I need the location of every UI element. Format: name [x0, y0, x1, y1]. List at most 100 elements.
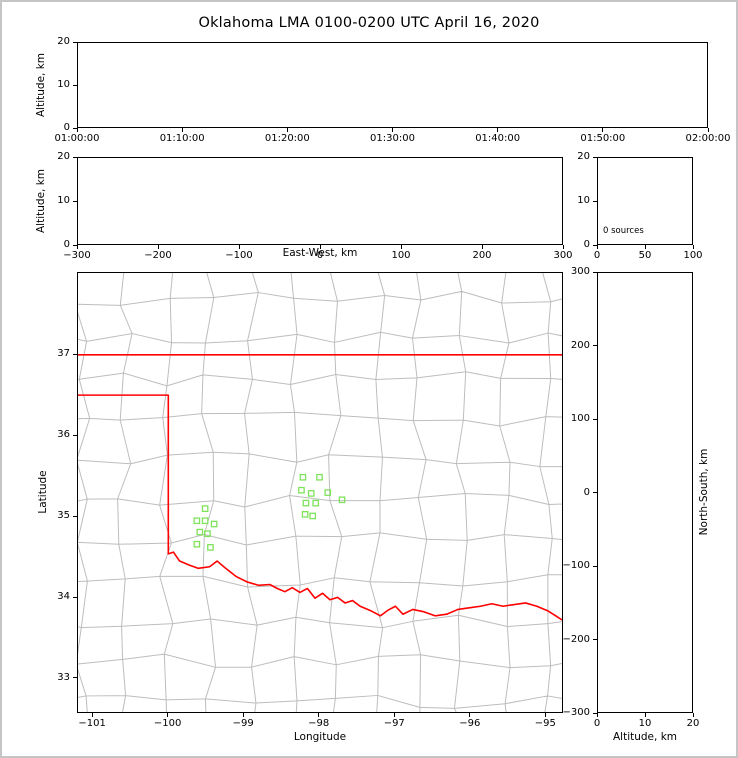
y-tick — [593, 492, 597, 493]
ns-panel-x-axis-label: Altitude, km — [597, 731, 693, 743]
y-tick — [73, 41, 77, 43]
lma-station-marker — [301, 511, 309, 518]
y-tick — [73, 200, 77, 202]
panel-ns-altitude — [597, 272, 693, 713]
panel-plan-view-map — [77, 272, 563, 713]
x-tick — [644, 713, 646, 717]
x-tick-label: −95 — [534, 718, 556, 729]
ew-axis-label: East-West, km — [77, 247, 563, 259]
y-tick-label: 0 — [583, 486, 590, 498]
x-tick-label: 01:50:00 — [580, 133, 626, 144]
x-tick-label: −200 — [144, 250, 172, 261]
y-tick-label: 36 — [57, 429, 70, 441]
panel-ew-altitude — [77, 157, 563, 245]
latitude-axis-label-text: Latitude — [37, 470, 49, 514]
x-tick — [469, 713, 471, 717]
x-tick-label: −96 — [459, 718, 481, 729]
x-tick — [596, 245, 598, 249]
lma-station-marker — [299, 473, 307, 481]
x-tick — [562, 245, 564, 249]
y-tick-label: 20 — [57, 36, 70, 47]
lma-station-marker — [298, 486, 305, 494]
longitude-axis-label-text: Longitude — [290, 731, 350, 743]
x-tick-label: 01:10:00 — [159, 133, 205, 144]
y-tick — [593, 200, 597, 202]
x-tick-label: −100 — [153, 718, 182, 729]
x-tick — [544, 713, 546, 717]
x-tick — [497, 128, 499, 132]
y-tick — [73, 596, 77, 598]
y-tick — [73, 434, 77, 436]
x-tick-label: −99 — [232, 718, 254, 729]
y-tick — [593, 156, 597, 158]
x-tick-label: 01:00:00 — [54, 133, 100, 144]
y-tick — [593, 712, 597, 714]
x-tick-label: −97 — [383, 718, 405, 729]
y-tick-label: 100 — [570, 413, 590, 424]
x-tick — [76, 245, 78, 249]
lma-station-marker — [201, 517, 209, 525]
x-tick — [91, 713, 93, 717]
y-tick-label: 10 — [57, 79, 70, 90]
y-tick — [593, 418, 597, 420]
x-tick — [167, 713, 169, 717]
lma-station-marker — [210, 520, 218, 528]
x-tick-label: 20 — [686, 718, 700, 729]
x-tick — [392, 128, 393, 132]
lma-station-marker — [338, 496, 346, 504]
sources-count-label: 0 sources — [603, 226, 644, 236]
x-tick — [707, 128, 709, 132]
x-tick-label: 01:20:00 — [264, 133, 310, 144]
y-tick — [593, 271, 597, 273]
y-tick-label: 20 — [577, 151, 590, 162]
state-border — [78, 394, 562, 621]
y-tick-label: 0 — [63, 239, 70, 250]
lma-station-marker — [324, 489, 332, 496]
y-tick — [593, 639, 597, 640]
y-tick-label: −200 — [562, 633, 590, 645]
figure-title: Oklahoma LMA 0100-0200 UTC April 16, 202… — [198, 15, 540, 31]
longitude-axis-label: Longitude — [77, 731, 563, 743]
x-tick — [242, 713, 244, 717]
x-tick-label: 0 — [593, 718, 601, 729]
y-tick-label: −100 — [562, 560, 590, 571]
lma-station-marker — [204, 530, 211, 538]
county-boundaries — [78, 273, 562, 712]
x-tick — [318, 713, 320, 717]
y-tick-label: 20 — [57, 151, 70, 162]
x-tick-label: 02:00:00 — [685, 133, 731, 144]
x-tick — [238, 245, 240, 249]
x-tick — [481, 245, 483, 249]
panel-altitude-histogram: 0 sources — [597, 157, 693, 245]
x-tick-label: 100 — [683, 250, 703, 261]
x-tick-label: 0 — [593, 250, 601, 261]
east-west-axis-label: East-West, km — [279, 247, 361, 259]
x-tick-label: −98 — [308, 718, 330, 729]
y-tick — [73, 127, 77, 129]
y-tick — [593, 244, 597, 246]
x-tick — [286, 128, 288, 132]
y-tick-label: 33 — [57, 671, 70, 683]
y-tick — [73, 244, 77, 246]
x-tick-label: 01:30:00 — [370, 133, 415, 144]
altitude-axis-label: Altitude, km — [609, 731, 680, 743]
x-tick-label: −101 — [78, 718, 106, 729]
y-tick-label: 34 — [57, 591, 70, 602]
y-tick-label: 10 — [577, 195, 590, 206]
y-tick-label: 35 — [57, 510, 70, 522]
x-tick — [692, 713, 694, 717]
x-tick — [157, 245, 159, 249]
y-tick — [593, 565, 597, 567]
panel-time-height — [77, 42, 708, 128]
x-tick — [644, 245, 646, 249]
lma-station-marker — [193, 517, 201, 525]
x-tick — [181, 128, 183, 132]
y-tick-label: −300 — [562, 707, 590, 718]
lma-station-marker — [207, 544, 214, 551]
north-south-axis-label-text: North-South, km — [698, 448, 710, 536]
y-tick-label: 37 — [57, 348, 70, 360]
x-tick — [400, 245, 402, 249]
x-tick-label: −300 — [63, 250, 91, 261]
map-canvas — [78, 273, 562, 712]
